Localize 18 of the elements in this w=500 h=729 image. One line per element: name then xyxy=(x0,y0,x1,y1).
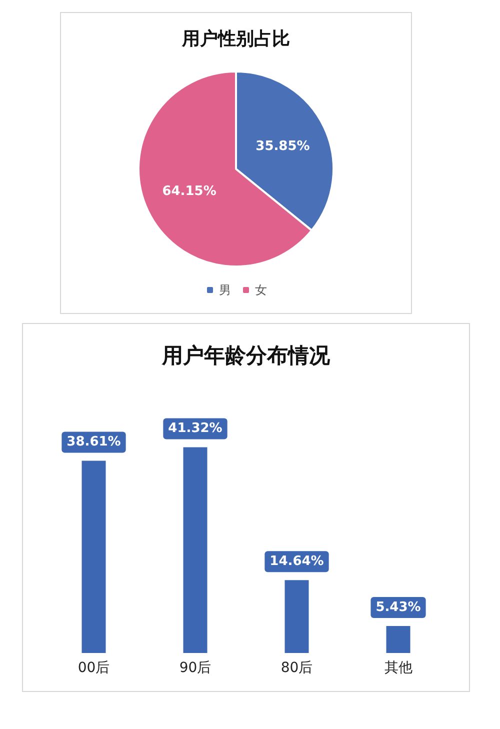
bar xyxy=(386,626,410,653)
x-tick-label: 80后 xyxy=(280,660,313,676)
bar xyxy=(284,580,309,653)
data-label: 5.43% xyxy=(376,600,421,615)
x-tick-label: 00后 xyxy=(78,660,110,676)
legend-label: 女 xyxy=(255,283,267,297)
data-label: 64.15% xyxy=(162,184,216,199)
x-tick-label: 其他 xyxy=(384,660,412,676)
legend-label: 男 xyxy=(219,283,231,297)
data-label: 38.61% xyxy=(66,434,121,450)
data-label: 14.64% xyxy=(270,554,324,570)
bar xyxy=(82,460,106,653)
chart-title: 用户性别占比 xyxy=(181,28,290,50)
chart-title: 用户年龄分布情况 xyxy=(161,344,331,368)
data-label: 41.32% xyxy=(168,421,222,436)
data-label: 35.85% xyxy=(256,139,310,154)
x-tick-label: 90后 xyxy=(179,660,212,676)
bar xyxy=(183,447,208,653)
